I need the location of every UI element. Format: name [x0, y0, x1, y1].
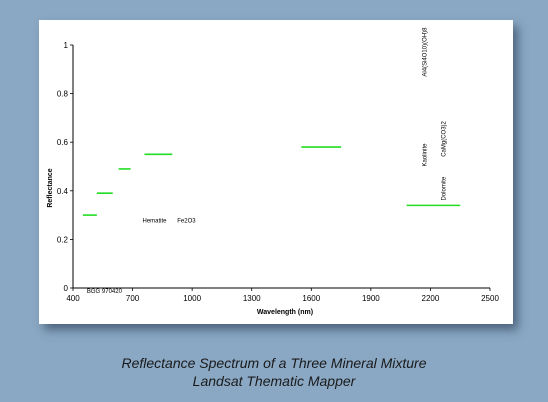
x-tick-label: 2500	[481, 294, 499, 303]
x-tick-label: 700	[126, 294, 140, 303]
annotation-label: Al4(Si4O10)(OH)8	[422, 27, 428, 77]
caption-line-1: Reflectance Spectrum of a Three Mineral …	[121, 355, 427, 371]
reflectance-chart: 400 700 1000 1300 1600 1900 2200 2500 0 0.2 0.4 0.6…	[47, 27, 500, 316]
x-tick-label: 400	[66, 294, 80, 303]
x-tick-label: 1900	[362, 294, 380, 303]
y-tick-label: 1	[64, 41, 69, 50]
y-tick-label: 0.4	[57, 187, 69, 196]
x-tick-label: 2200	[422, 294, 440, 303]
y-tick-label: 0.8	[57, 90, 69, 99]
x-tick-label: 1000	[183, 294, 201, 303]
y-tick-label: 0.6	[57, 138, 69, 147]
x-tick-label: 1600	[302, 294, 320, 303]
y-tick-label: 0.2	[57, 235, 69, 244]
x-tick-label: 1300	[243, 294, 261, 303]
annotation-label: Kaolinite	[422, 143, 428, 167]
annotations: BGG 970420 Hematite Fe2O3 Kaolinite Al4(Si4O…	[87, 27, 447, 295]
annotation-label: Dolomite	[441, 176, 447, 200]
y-tick-label: 0	[64, 284, 69, 293]
chart-frame: 400 700 1000 1300 1600 1900 2200 2500 0 0.2 0.4 0.6…	[39, 20, 513, 324]
annotation-label: BGG 970420	[87, 289, 123, 295]
annotation-label: CaMg(CO3)2	[441, 120, 447, 156]
y-axis-label: Reflectance	[47, 168, 54, 207]
caption-line-2: Landsat Thematic Mapper	[192, 373, 356, 389]
tick-labels: 400 700 1000 1300 1600 1900 2200 2500 0 0.2 0.4 0.6…	[57, 41, 500, 303]
annotation-label: Hematite	[143, 218, 168, 224]
figure-caption: Reflectance Spectrum of a Three Mineral …	[0, 354, 548, 390]
x-axis-label: Wavelength (nm)	[257, 309, 313, 316]
annotation-label: Fe2O3	[177, 218, 196, 224]
axes	[72, 45, 490, 289]
band-lines	[82, 146, 461, 216]
